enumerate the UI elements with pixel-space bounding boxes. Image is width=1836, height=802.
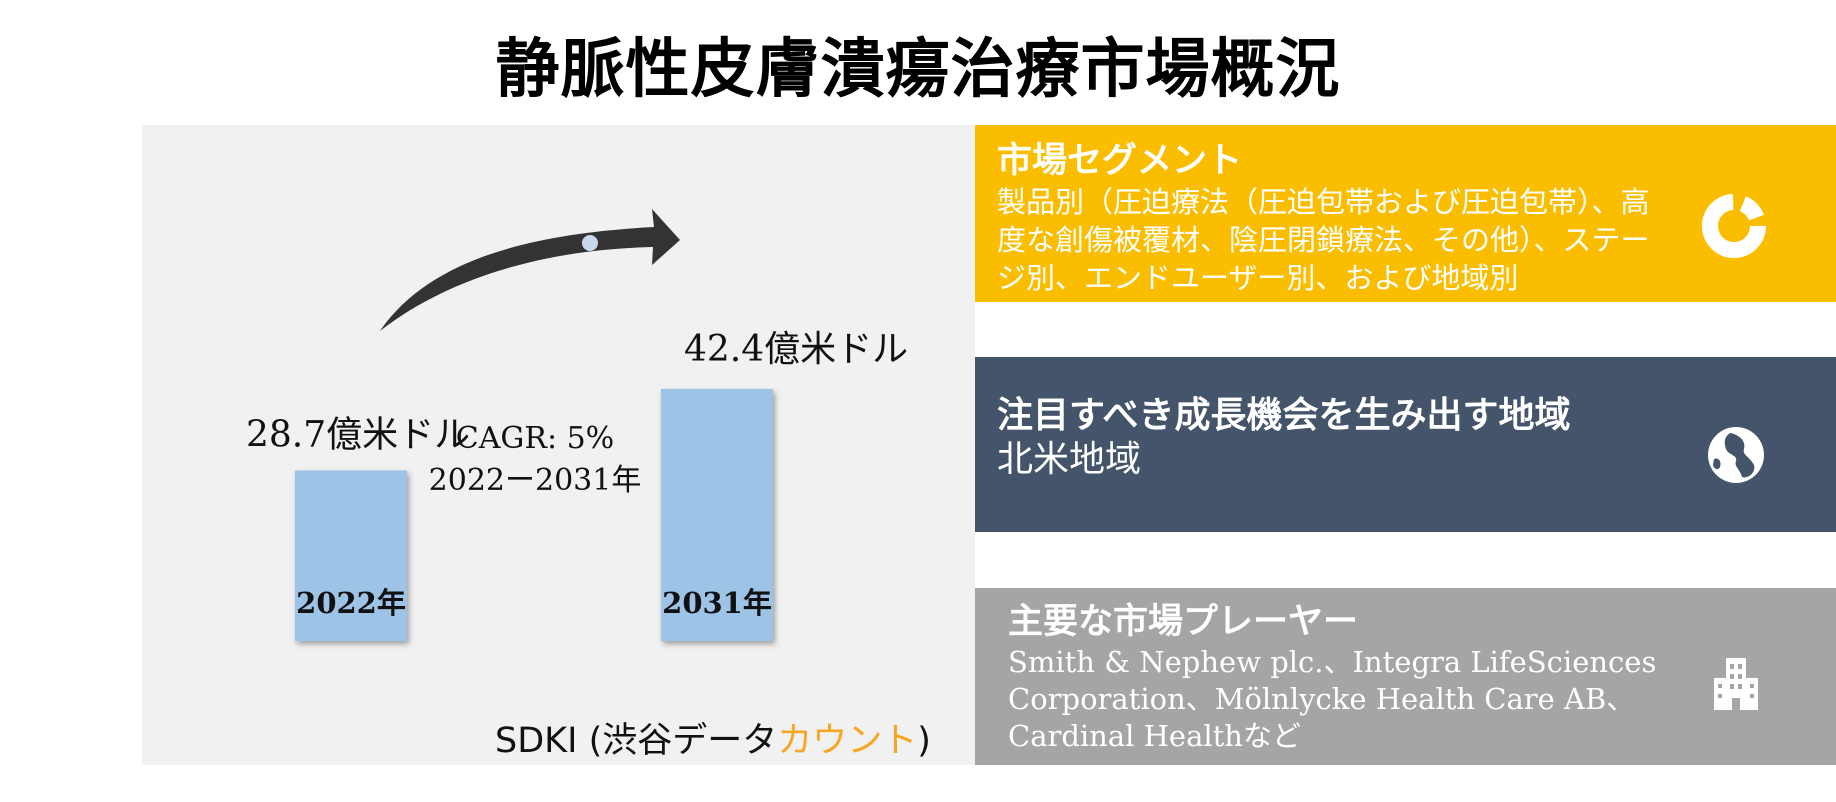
globe-icon — [1700, 419, 1772, 491]
market-size-chart: 28.7億米ドル 42.4億米ドル 2022年 2031年 CAGR: 5% 2… — [142, 125, 975, 765]
bars-layer — [295, 389, 773, 641]
source-suffix: ) — [917, 721, 931, 761]
key-players-box: 主要な市場プレーヤー Smith & Nephew plc.、Integra L… — [975, 588, 1836, 765]
page-title: 静脈性皮膚潰瘍治療市場概況 — [495, 32, 1341, 107]
cagr-period-label: 2022ー2031年 — [429, 463, 642, 498]
arrow-dot — [582, 235, 598, 251]
segment-title: 市場セグメント — [997, 140, 1243, 181]
growth-region-box: 注目すべき成長機会を生み出す地域 北米地域 — [975, 357, 1836, 532]
chart-svg: 28.7億米ドル 42.4億米ドル 2022年 2031年 CAGR: 5% 2… — [246, 209, 908, 641]
region-body: 北米地域 — [997, 439, 1142, 480]
donut-chart-icon — [1698, 190, 1770, 262]
category-label-2022: 2022年 — [296, 586, 406, 620]
cagr-label: CAGR: 5% — [456, 421, 614, 456]
bar-2031年 — [661, 389, 773, 641]
source-prefix: SDKI (渋谷データ — [495, 721, 778, 761]
building-icon — [1700, 646, 1772, 718]
value-label-2031: 42.4億米ドル — [684, 329, 908, 370]
source-credit: SDKI (渋谷データカウント) — [495, 712, 931, 763]
source-accent: カウント — [777, 721, 918, 761]
bar-2022年 — [295, 470, 407, 641]
category-label-2031: 2031年 — [662, 586, 772, 620]
segment-body: 製品別（圧迫療法（圧迫包帯および圧迫包帯）、高度な創傷被覆材、陰圧閉鎖療法、その… — [997, 185, 1650, 295]
players-title: 主要な市場プレーヤー — [1008, 601, 1359, 642]
market-segment-box: 市場セグメント 製品別（圧迫療法（圧迫包帯および圧迫包帯）、高度な創傷被覆材、陰… — [975, 125, 1836, 302]
value-label-2022: 28.7億米ドル — [246, 414, 470, 455]
region-title: 注目すべき成長機会を生み出す地域 — [997, 394, 1571, 436]
growth-arrow — [380, 209, 680, 331]
players-body: Smith & Nephew plc.、Integra LifeSciences… — [1008, 645, 1657, 753]
